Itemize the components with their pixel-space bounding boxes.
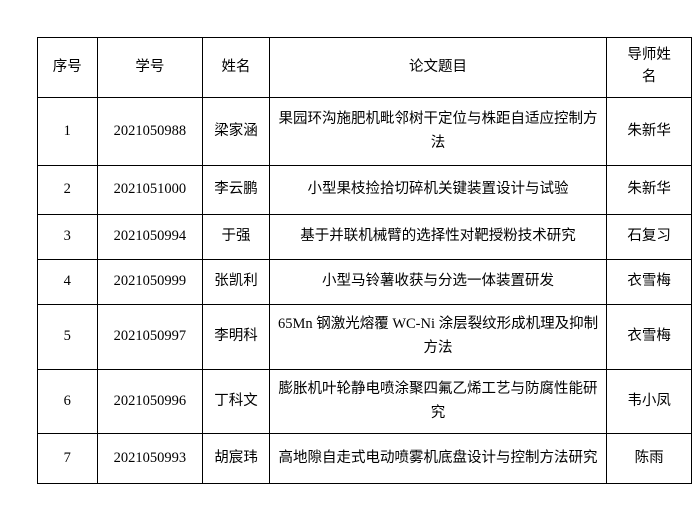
cell-advisor: 朱新华 — [606, 97, 692, 166]
column-header-index-label: 序号 — [52, 58, 82, 75]
cell-name: 李云鹏 — [202, 165, 270, 215]
column-header-student-id: 学号 — [96, 37, 204, 98]
cell-name: 于强 — [202, 214, 270, 260]
cell-student-id: 2021050999 — [96, 259, 204, 305]
table-body: 1 2021050988 梁家涵 果园环沟施肥机毗邻树干定位与株距自适应控制方法 朱新华… — [37, 97, 692, 484]
cell-index: 3 — [37, 214, 98, 260]
cell-index: 2 — [37, 165, 98, 215]
cell-title: 65Mn 钢激光熔覆 WC-Ni 涂层裂纹形成机理及抑制方法 — [268, 304, 608, 370]
cell-name: 胡宸玮 — [202, 433, 270, 484]
column-header-advisor: 导师姓名 — [606, 37, 692, 98]
cell-name: 丁科文 — [202, 369, 270, 434]
cell-title: 小型马铃薯收获与分选一体装置研发 — [268, 259, 608, 305]
column-header-title: 论文题目 — [268, 37, 608, 98]
thesis-table-container: 序号 学号 姓名 论文题目 导师姓名 1 2021050988 梁家涵 果园环沟施肥机… — [37, 37, 692, 484]
cell-index: 6 — [37, 369, 98, 434]
column-header-name-label: 姓名 — [221, 58, 251, 75]
thesis-assignment-table: 序号 学号 姓名 论文题目 导师姓名 1 2021050988 梁家涵 果园环沟施肥机… — [37, 37, 692, 484]
table-row: 7 2021050993 胡宸玮 高地隙自走式电动喷雾机底盘设计与控制方法研究 陈雨 — [37, 433, 692, 484]
column-header-index: 序号 — [37, 37, 98, 98]
cell-student-id: 2021051000 — [96, 165, 204, 215]
cell-advisor: 衣雪梅 — [606, 304, 692, 370]
column-header-title-label: 论文题目 — [409, 58, 468, 75]
table-row: 2 2021051000 李云鹏 小型果枝捡拾切碎机关键装置设计与试验 朱新华 — [37, 165, 692, 215]
cell-student-id: 2021050994 — [96, 214, 204, 260]
column-header-advisor-label: 导师姓名 — [627, 47, 671, 85]
cell-student-id: 2021050988 — [96, 97, 204, 166]
cell-index: 5 — [37, 304, 98, 370]
cell-title: 小型果枝捡拾切碎机关键装置设计与试验 — [268, 165, 608, 215]
cell-student-id: 2021050997 — [96, 304, 204, 370]
table-row: 6 2021050996 丁科文 膨胀机叶轮静电喷涂聚四氟乙烯工艺与防腐性能研究 韦小凤 — [37, 369, 692, 434]
cell-title: 膨胀机叶轮静电喷涂聚四氟乙烯工艺与防腐性能研究 — [268, 369, 608, 434]
cell-advisor: 朱新华 — [606, 165, 692, 215]
header-row: 序号 学号 姓名 论文题目 导师姓名 — [37, 37, 692, 98]
cell-title: 基于并联机械臂的选择性对靶授粉技术研究 — [268, 214, 608, 260]
cell-advisor: 衣雪梅 — [606, 259, 692, 305]
cell-index: 4 — [37, 259, 98, 305]
cell-student-id: 2021050996 — [96, 369, 204, 434]
cell-name: 梁家涵 — [202, 97, 270, 166]
cell-index: 1 — [37, 97, 98, 166]
column-header-name: 姓名 — [202, 37, 270, 98]
cell-name: 张凯利 — [202, 259, 270, 305]
cell-title: 果园环沟施肥机毗邻树干定位与株距自适应控制方法 — [268, 97, 608, 166]
cell-advisor: 陈雨 — [606, 433, 692, 484]
table-row: 5 2021050997 李明科 65Mn 钢激光熔覆 WC-Ni 涂层裂纹形成机理及… — [37, 304, 692, 370]
cell-advisor: 石复习 — [606, 214, 692, 260]
cell-title: 高地隙自走式电动喷雾机底盘设计与控制方法研究 — [268, 433, 608, 484]
cell-index: 7 — [37, 433, 98, 484]
table-row: 1 2021050988 梁家涵 果园环沟施肥机毗邻树干定位与株距自适应控制方法 朱新华 — [37, 97, 692, 166]
cell-name: 李明科 — [202, 304, 270, 370]
column-header-student-id-label: 学号 — [135, 58, 165, 75]
cell-advisor: 韦小凤 — [606, 369, 692, 434]
table-row: 4 2021050999 张凯利 小型马铃薯收获与分选一体装置研发 衣雪梅 — [37, 259, 692, 305]
cell-student-id: 2021050993 — [96, 433, 204, 484]
table-header: 序号 学号 姓名 论文题目 导师姓名 — [37, 37, 692, 98]
table-row: 3 2021050994 于强 基于并联机械臂的选择性对靶授粉技术研究 石复习 — [37, 214, 692, 260]
